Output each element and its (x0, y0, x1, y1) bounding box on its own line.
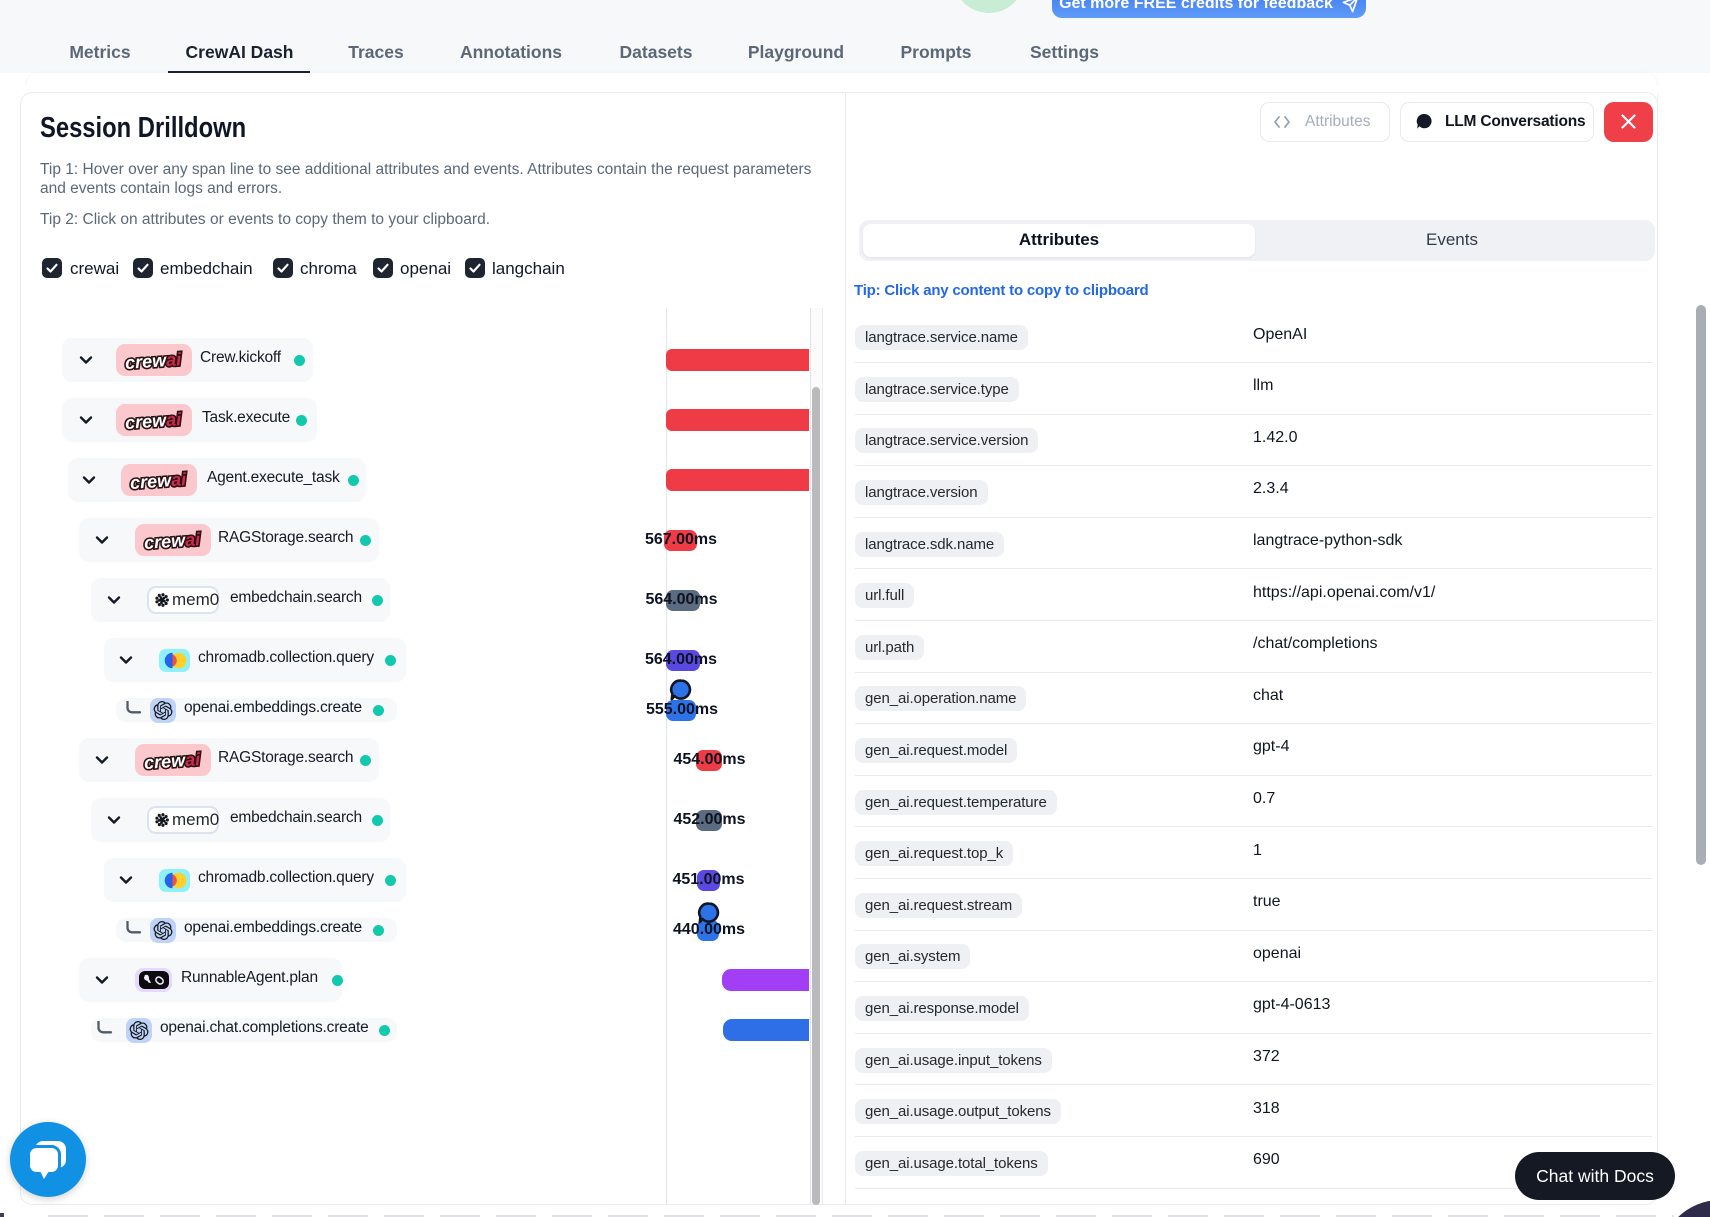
svg-text:crewai: crewai (124, 349, 182, 373)
svg-text:crewai: crewai (129, 469, 187, 493)
svg-text:crewai: crewai (143, 529, 201, 553)
svg-text:crewai: crewai (124, 409, 182, 433)
svg-text:crewai: crewai (143, 749, 201, 773)
